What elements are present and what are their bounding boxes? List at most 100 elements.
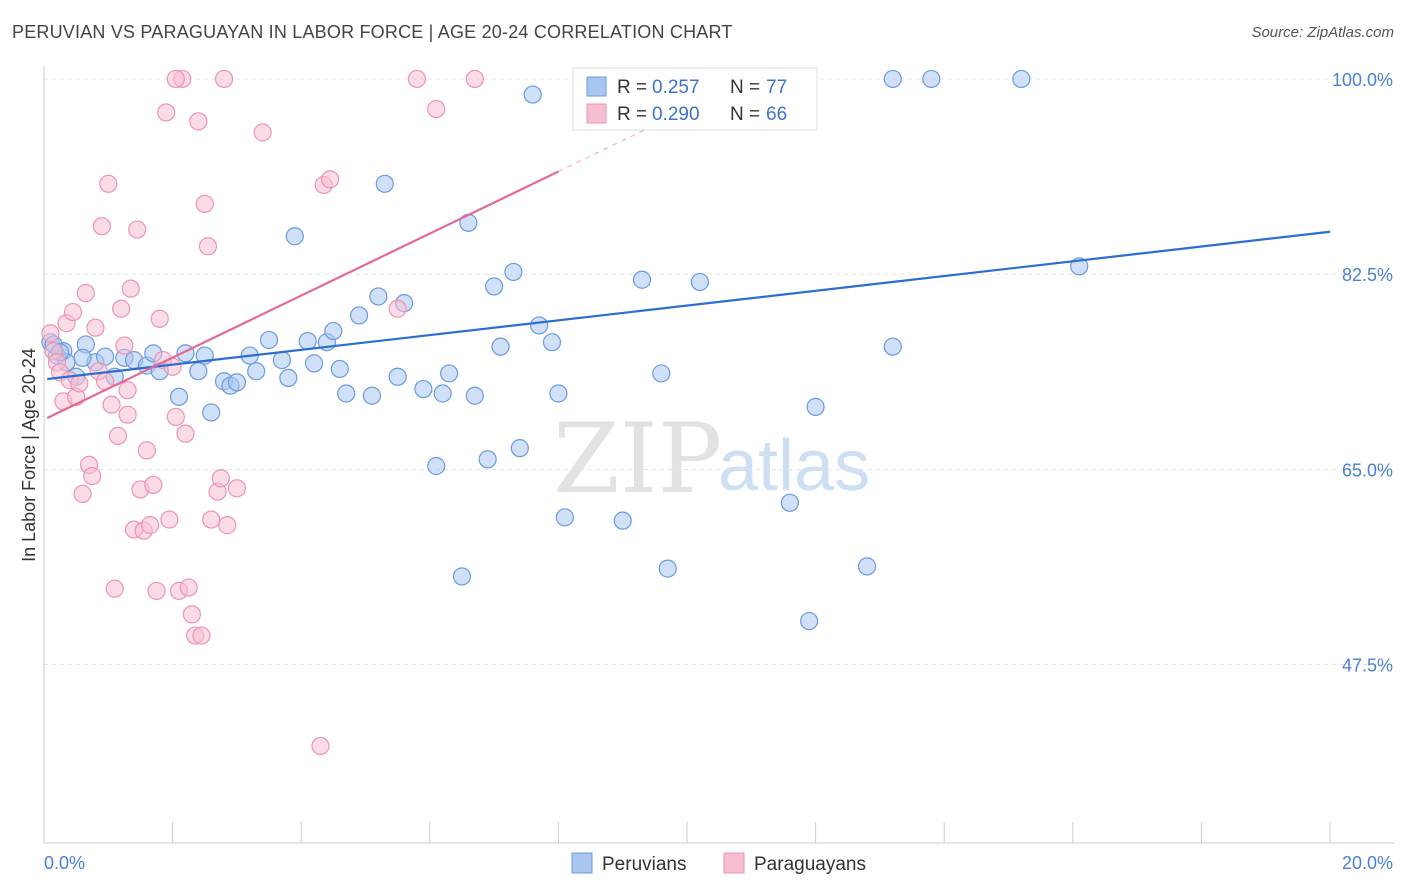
paraguayan-point <box>83 466 102 486</box>
peruvian-point <box>169 387 189 406</box>
paraguayan-point <box>115 336 134 355</box>
paraguayan-point <box>86 318 105 337</box>
paraguayan-point <box>73 484 92 503</box>
trend-lines <box>46 108 1331 420</box>
peruvian-point <box>530 316 549 335</box>
paraguayan-point <box>214 69 234 89</box>
peruvian-point <box>414 379 433 399</box>
x-tick-label: 0.0% <box>44 853 85 873</box>
series-legend: Peruvians Paraguayans <box>571 852 866 875</box>
paraguayans-trend-line <box>46 170 559 420</box>
peruvians-points <box>41 69 1089 631</box>
peruvian-point <box>279 368 298 387</box>
peruvian-point <box>549 384 568 403</box>
peruvian-point <box>613 511 632 530</box>
paraguayan-point <box>140 516 160 535</box>
paraguayan-point <box>157 103 176 122</box>
y-tick-label: 82.5% <box>1342 265 1393 285</box>
paraguayan-point <box>218 516 237 535</box>
peruvian-point <box>375 174 394 193</box>
peruvian-point <box>780 493 799 512</box>
paraguayan-point <box>70 374 89 393</box>
x-tick-label: 20.0% <box>1342 853 1393 873</box>
paraguayan-point <box>41 324 60 343</box>
paraguayans-points <box>41 69 484 756</box>
paraguayan-point <box>105 579 124 598</box>
peruvian-point <box>304 354 324 373</box>
grid-lines <box>44 78 1394 666</box>
peruvian-point <box>202 403 221 422</box>
paraguayan-point <box>407 69 427 89</box>
peruvian-point <box>272 350 292 370</box>
paraguayan-point <box>202 510 221 529</box>
peruvian-point <box>337 384 356 403</box>
peruvian-point <box>439 364 459 383</box>
peruvian-point <box>478 450 497 469</box>
peruvian-point <box>433 384 452 403</box>
peruvian-point <box>658 559 677 578</box>
peruvian-point <box>227 373 246 392</box>
legend-r-value-paraguayans: 0.290 <box>652 104 700 125</box>
legend-r-value-peruvians: 0.257 <box>652 77 700 98</box>
source-label: Source: ZipAtlas.com <box>1251 24 1394 41</box>
paraguayan-point <box>211 469 230 488</box>
peruvian-point <box>298 331 317 351</box>
y-tick-label: 47.5% <box>1342 656 1393 676</box>
paraguayan-point <box>227 479 246 498</box>
watermark-zip: ZIP <box>553 403 722 515</box>
y-axis-label: In Labor Force | Age 20-24 <box>19 348 39 562</box>
paraguayan-point <box>102 395 121 414</box>
paraguayan-point <box>388 299 407 318</box>
paraguayan-point <box>465 69 484 89</box>
legend-paraguayans-label: Paraguayans <box>754 854 866 875</box>
paraguayan-point <box>160 510 179 529</box>
y-tick-label: 65.0% <box>1342 460 1393 480</box>
paraguayan-point <box>63 302 83 322</box>
paraguayan-point <box>144 475 163 495</box>
peruvian-point <box>883 69 902 89</box>
y-tick-label: 100.0% <box>1332 70 1393 90</box>
paraguayan-point <box>92 217 111 236</box>
paraguayan-point <box>76 284 95 303</box>
paraguayan-point <box>108 426 128 445</box>
paraguayan-point <box>253 123 272 142</box>
legend-paraguayans-swatch <box>723 852 745 874</box>
peruvians-trend-line <box>47 230 1331 381</box>
paraguayan-point <box>118 381 137 400</box>
peruvians-swatch <box>586 76 607 97</box>
paraguayan-point <box>128 220 147 239</box>
peruvian-point <box>491 337 510 356</box>
peruvian-point <box>73 348 92 367</box>
peruvian-point <box>806 397 825 416</box>
paraguayan-point <box>121 279 140 298</box>
peruvian-point <box>247 362 266 381</box>
peruvian-point <box>542 333 562 352</box>
peruvian-point <box>632 270 652 289</box>
stats-legend: R = 0.257 N = 77 R = 0.290 N = 66 <box>572 67 818 131</box>
peruvian-point <box>922 69 941 89</box>
peruvian-point <box>504 262 523 282</box>
legend-n-value-peruvians: 77 <box>766 77 787 98</box>
watermark-atlas: atlas <box>718 426 870 506</box>
peruvian-point <box>362 386 382 405</box>
paraguayan-point <box>427 99 446 119</box>
peruvian-point <box>369 287 388 306</box>
peruvian-point <box>485 277 504 296</box>
peruvian-point <box>189 362 208 381</box>
paraguayan-point <box>179 578 198 597</box>
paraguayan-point <box>321 170 340 189</box>
tick-labels: 100.0% 82.5% 65.0% 47.5% 0.0% 20.0% <box>44 70 1393 873</box>
peruvian-point <box>324 321 343 341</box>
legend-r-label-peruvians: R = <box>617 77 647 98</box>
legend-n-label-paraguayans: N = <box>730 104 760 125</box>
paraguayan-point <box>311 736 330 756</box>
peruvian-point <box>857 557 877 576</box>
peruvian-point <box>330 359 349 379</box>
legend-peruvians-label: Peruvians <box>602 854 687 875</box>
legend-n-label-peruvians: N = <box>730 77 760 98</box>
paraguayan-point <box>182 605 201 624</box>
peruvian-point <box>1012 69 1031 89</box>
paraguayan-point <box>192 626 211 645</box>
peruvian-point <box>690 272 709 292</box>
peruvian-point <box>259 330 279 350</box>
